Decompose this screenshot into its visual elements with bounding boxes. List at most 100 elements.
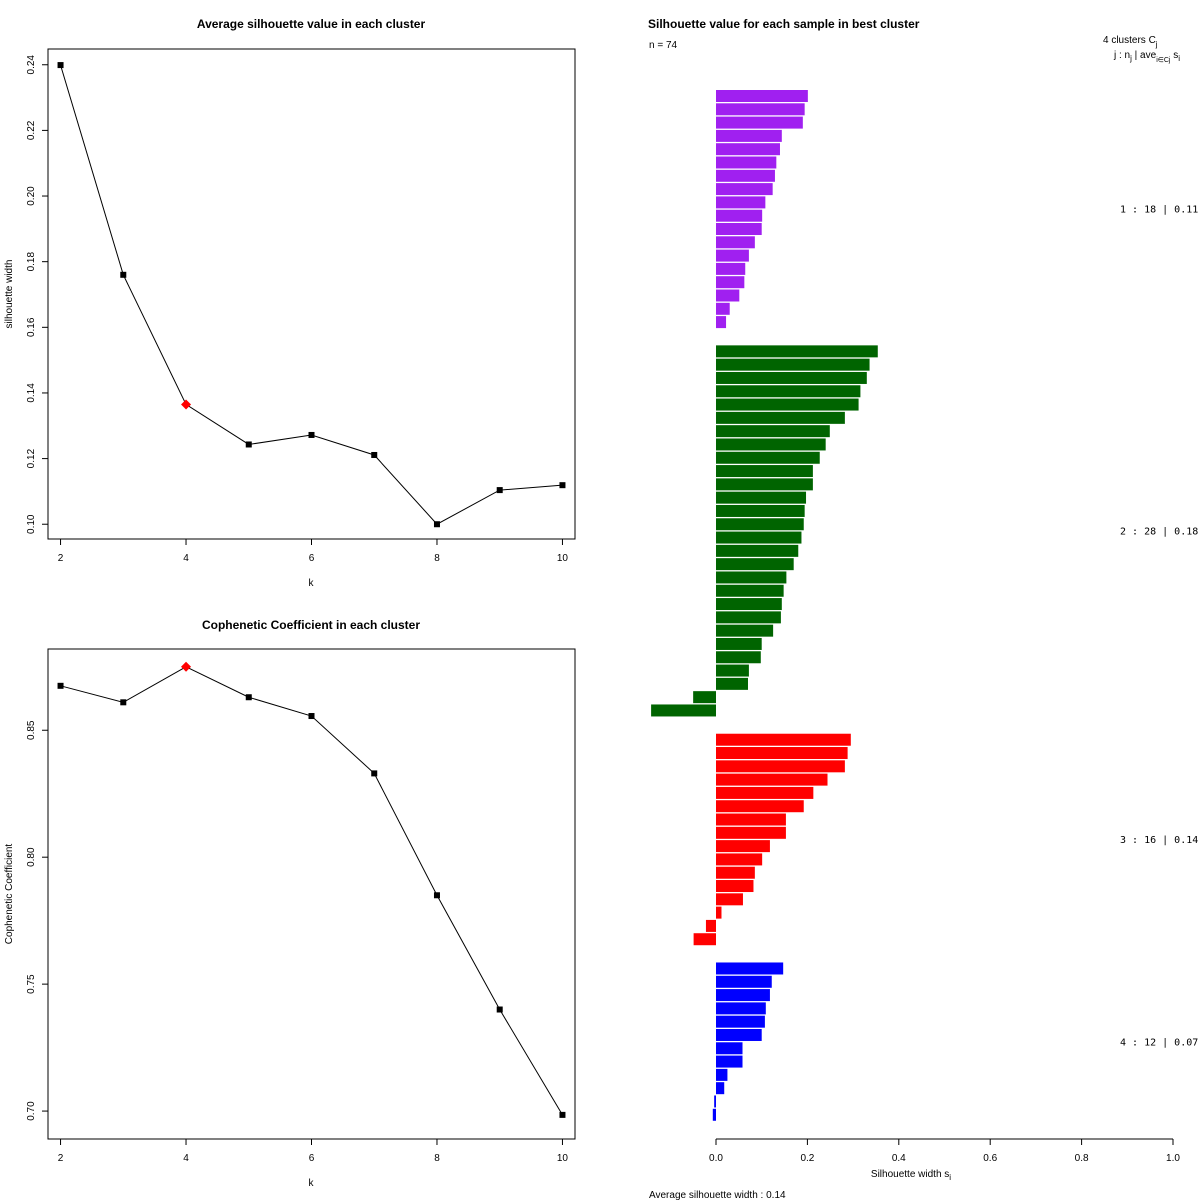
x-tick-label: 4 xyxy=(183,1153,189,1164)
x-tick-label: 0.4 xyxy=(892,1153,906,1164)
silhouette-bar-cluster-3 xyxy=(693,933,716,946)
silhouette-bar-cluster-4 xyxy=(716,1042,743,1055)
cluster-summary-3: 3 : 16 | 0.14 xyxy=(1120,835,1198,846)
silhouette-bar-cluster-3 xyxy=(716,733,851,746)
silhouette-bar-cluster-4 xyxy=(714,1095,716,1108)
silhouette-bar-cluster-1 xyxy=(716,236,755,249)
silhouette-bar-cluster-3 xyxy=(716,893,743,906)
y-tick-label: 0.80 xyxy=(26,847,37,867)
silhouette-bar-cluster-1 xyxy=(716,103,805,116)
silhouette-bar-cluster-1 xyxy=(716,156,777,169)
silhouette-bar-cluster-2 xyxy=(716,531,802,544)
series-line xyxy=(60,666,563,1116)
silhouette-bar-cluster-3 xyxy=(716,760,845,773)
y-tick-label: 0.10 xyxy=(26,514,37,534)
silhouette-bar-cluster-2 xyxy=(716,491,807,504)
series-line xyxy=(60,64,563,525)
sample-count-label: n = 74 xyxy=(649,40,678,51)
silhouette-bar-cluster-1 xyxy=(716,223,762,235)
silhouette-bar-cluster-4 xyxy=(712,1108,716,1121)
cophenetic-plot-ylabel: Cophenetic Coefficient xyxy=(4,844,15,945)
silhouette-bar-cluster-2 xyxy=(716,611,781,624)
x-tick-label: 8 xyxy=(434,553,440,564)
data-point xyxy=(496,1006,503,1013)
data-point xyxy=(308,431,315,438)
data-point xyxy=(496,487,503,494)
x-tick-label: 6 xyxy=(309,1153,315,1164)
silhouette-bar-cluster-2 xyxy=(716,358,870,371)
data-point xyxy=(371,770,378,777)
silhouette-bar-cluster-1 xyxy=(716,90,808,102)
cluster-summary-1: 1 : 18 | 0.11 xyxy=(1120,205,1198,216)
silhouette-bar-cluster-2 xyxy=(716,398,859,411)
silhouette-bar-cluster-4 xyxy=(716,1082,725,1095)
best-k-point xyxy=(181,661,192,672)
silhouette-bar-cluster-4 xyxy=(716,1015,765,1028)
y-tick-label: 0.16 xyxy=(26,317,37,337)
silhouette-bar-cluster-3 xyxy=(716,826,786,839)
x-tick-label: 0.6 xyxy=(983,1153,997,1164)
silhouette-bar-cluster-2 xyxy=(716,637,762,650)
silhouette-bar-cluster-2 xyxy=(651,704,716,717)
cophenetic-by-k-plot: Cophenetic Coefficient in each cluster k… xyxy=(4,618,576,1189)
silhouette-bar-cluster-2 xyxy=(716,571,787,584)
y-tick-label: 0.24 xyxy=(26,55,37,75)
silhouette-bar-cluster-2 xyxy=(716,558,794,571)
silhouette-bar-cluster-1 xyxy=(716,262,746,275)
x-tick-label: 4 xyxy=(183,553,189,564)
x-tick-label: 2 xyxy=(58,1153,64,1164)
y-tick-label: 0.22 xyxy=(26,120,37,140)
silhouette-bar-cluster-1 xyxy=(716,196,766,209)
silhouette-bar-cluster-4 xyxy=(716,1028,762,1041)
silhouette-bar-cluster-3 xyxy=(716,800,804,813)
cluster-header-line2: j : nj | avei∈Cj si xyxy=(1113,50,1180,64)
cluster-summary-4: 4 : 12 | 0.07 xyxy=(1120,1037,1198,1048)
silhouette-bar-cluster-2 xyxy=(716,451,820,464)
silhouette-bar-cluster-1 xyxy=(716,209,763,222)
silhouette-bar-cluster-1 xyxy=(716,316,727,329)
silhouette-bar-cluster-4 xyxy=(716,1002,766,1015)
best-k-point xyxy=(181,399,192,410)
data-point xyxy=(433,892,440,899)
silhouette-bar-cluster-1 xyxy=(716,276,745,289)
silhouette-plot-frame xyxy=(47,48,576,540)
silhouette-bar-cluster-3 xyxy=(716,853,763,866)
silhouette-bar-cluster-2 xyxy=(716,504,805,517)
silhouette-bar-cluster-1 xyxy=(716,116,803,129)
silhouette-plot-xlabel: k xyxy=(309,578,315,589)
silhouette-bar-cluster-2 xyxy=(716,677,748,690)
silhouette-bar-cluster-1 xyxy=(716,183,773,196)
data-point xyxy=(371,451,378,458)
silhouette-bar-cluster-2 xyxy=(716,411,845,424)
silhouette-bar-cluster-3 xyxy=(716,880,754,893)
average-silhouette-footer: Average silhouette width : 0.14 xyxy=(649,1190,786,1200)
y-tick-label: 0.85 xyxy=(26,720,37,740)
x-tick-label: 1.0 xyxy=(1166,1153,1180,1164)
silhouette-bar-cluster-2 xyxy=(716,518,804,531)
y-tick-label: 0.18 xyxy=(26,252,37,272)
x-tick-label: 0.0 xyxy=(709,1153,723,1164)
silhouette-bar-cluster-3 xyxy=(716,773,828,786)
y-tick-label: 0.20 xyxy=(26,186,37,206)
cophenetic-plot-xlabel: k xyxy=(309,1178,315,1189)
silhouette-bar-cluster-2 xyxy=(693,691,716,704)
silhouette-bar-cluster-1 xyxy=(716,129,782,142)
data-point xyxy=(559,1111,566,1118)
y-tick-label: 0.75 xyxy=(26,974,37,994)
silhouette-bar-cluster-2 xyxy=(716,478,813,491)
cluster-summary-2: 2 : 28 | 0.18 xyxy=(1120,527,1198,538)
cluster-header-line1: 4 clusters Cj xyxy=(1103,35,1158,49)
x-tick-label: 0.2 xyxy=(800,1153,814,1164)
y-tick-label: 0.12 xyxy=(26,448,37,468)
y-tick-label: 0.14 xyxy=(26,383,37,403)
silhouette-bar-cluster-2 xyxy=(716,598,782,611)
x-tick-label: 0.8 xyxy=(1075,1153,1089,1164)
y-tick-label: 0.70 xyxy=(26,1101,37,1121)
silhouette-bar-cluster-1 xyxy=(716,302,730,315)
silhouette-bar-cluster-2 xyxy=(716,438,826,451)
silhouette-bar-cluster-3 xyxy=(716,840,770,853)
x-tick-label: 6 xyxy=(309,553,315,564)
silhouette-bar-cluster-4 xyxy=(716,1055,743,1068)
silhouette-bar-cluster-2 xyxy=(716,465,813,478)
